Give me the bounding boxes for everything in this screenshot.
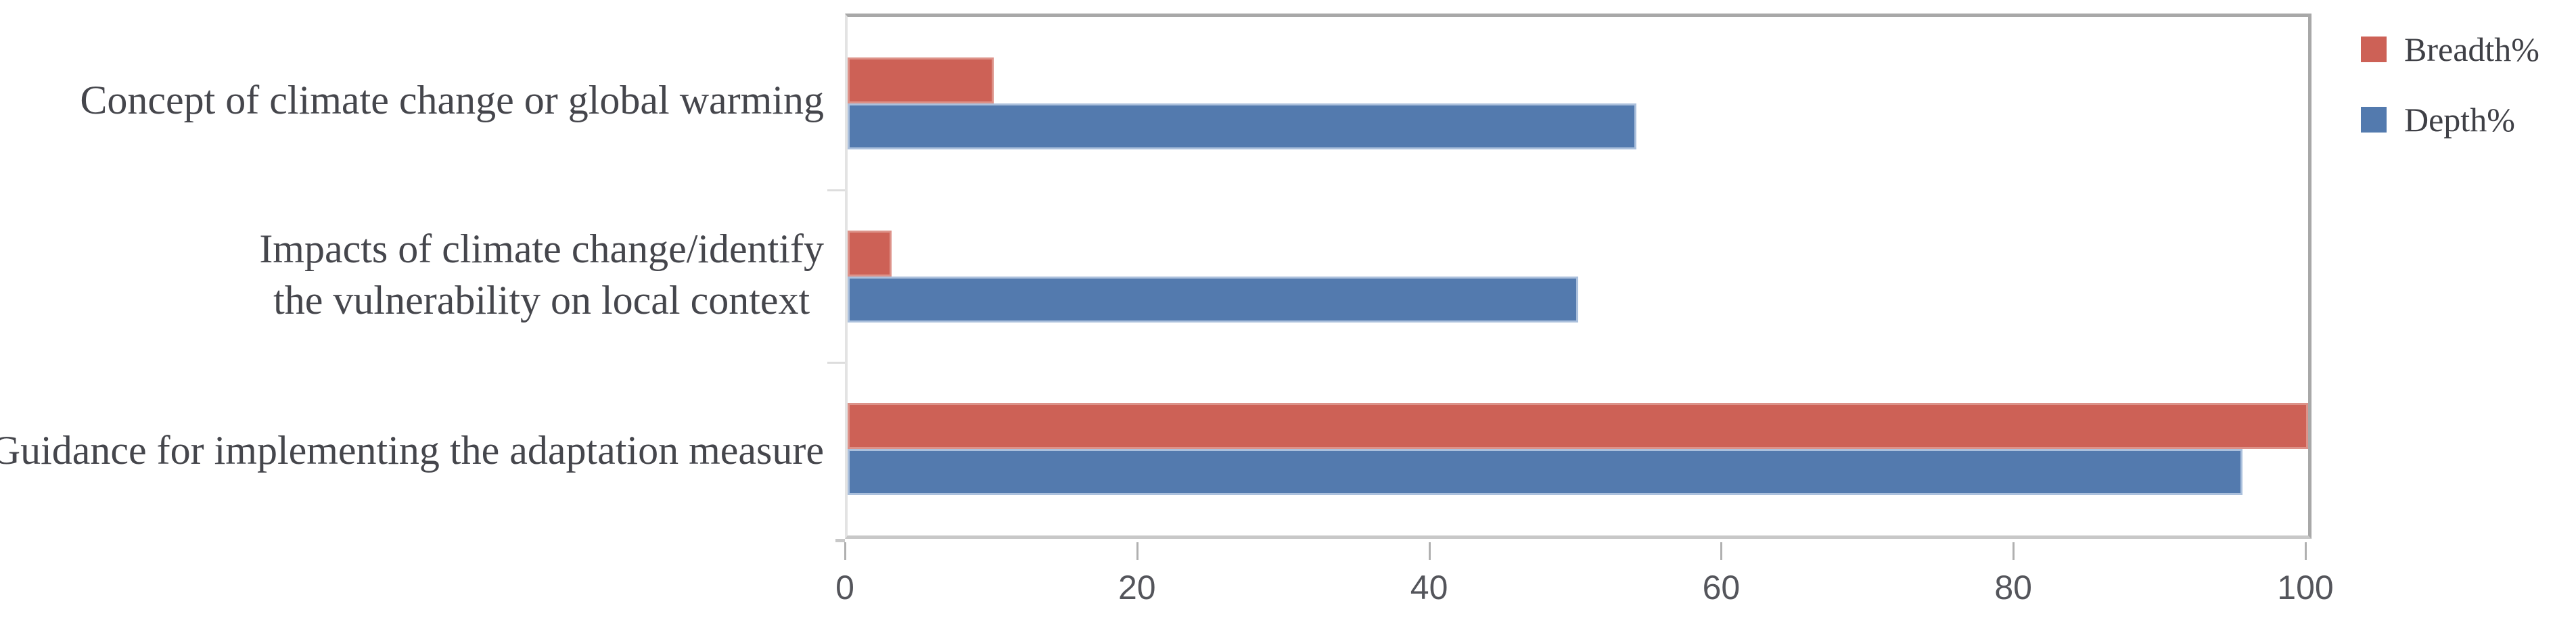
plot-area: [827, 14, 2312, 539]
legend-item-breadth: Breadth%: [2361, 30, 2539, 69]
category-label-line1: Impacts of climate change/identify: [259, 226, 824, 271]
x-axis-tick-80: [2013, 542, 2015, 560]
x-axis-tick-60: [1720, 542, 1723, 560]
category-axis-tick: [827, 362, 845, 364]
x-axis-tick-label-80: 80: [1994, 569, 2032, 606]
category-label-impacts: Impacts of climate change/identify the v…: [259, 223, 824, 326]
x-axis-tick-label-100: 100: [2277, 569, 2334, 606]
x-axis-tick-40: [1428, 542, 1431, 560]
x-axis-tick-0: [844, 542, 846, 560]
category-axis-tick: [827, 189, 845, 191]
x-axis-tick-20: [1136, 542, 1138, 560]
x-axis-tick-label-60: 60: [1702, 569, 1741, 606]
x-axis-tick-label-0: 0: [835, 569, 854, 606]
category-label-concept: Concept of climate change or global warm…: [80, 74, 824, 126]
legend-label-breadth: Breadth%: [2404, 30, 2539, 68]
breadth-bar-2: [848, 230, 892, 277]
depth-bar-1: [848, 103, 1636, 149]
category-label-text: Concept of climate change or global warm…: [80, 78, 824, 122]
legend-label-depth: Depth%: [2404, 101, 2515, 139]
depth-bar-2: [848, 276, 1578, 323]
x-axis-tick-label-40: 40: [1410, 569, 1448, 606]
category-label-line2: the vulnerability on local context: [273, 278, 810, 323]
x-axis: 0 20 40 60 80 100: [835, 542, 2334, 620]
breadth-bar-1: [848, 57, 994, 103]
legend: Breadth% Depth%: [2361, 30, 2539, 170]
legend-swatch-depth-icon: [2361, 107, 2387, 133]
depth-bar-3: [848, 449, 2242, 496]
x-axis-tick-100: [2305, 542, 2307, 560]
plot-inner: [827, 17, 2308, 535]
x-axis-tick-label-20: 20: [1118, 569, 1156, 606]
breadth-bar-3: [848, 403, 2308, 450]
legend-swatch-breadth-icon: [2361, 37, 2387, 62]
category-label-text: Guidance for implementing the adaptation…: [0, 428, 824, 473]
legend-item-depth: Depth%: [2361, 100, 2539, 139]
x-axis-line-overhang: [835, 539, 845, 542]
category-label-guidance: Guidance for implementing the adaptation…: [0, 425, 824, 476]
